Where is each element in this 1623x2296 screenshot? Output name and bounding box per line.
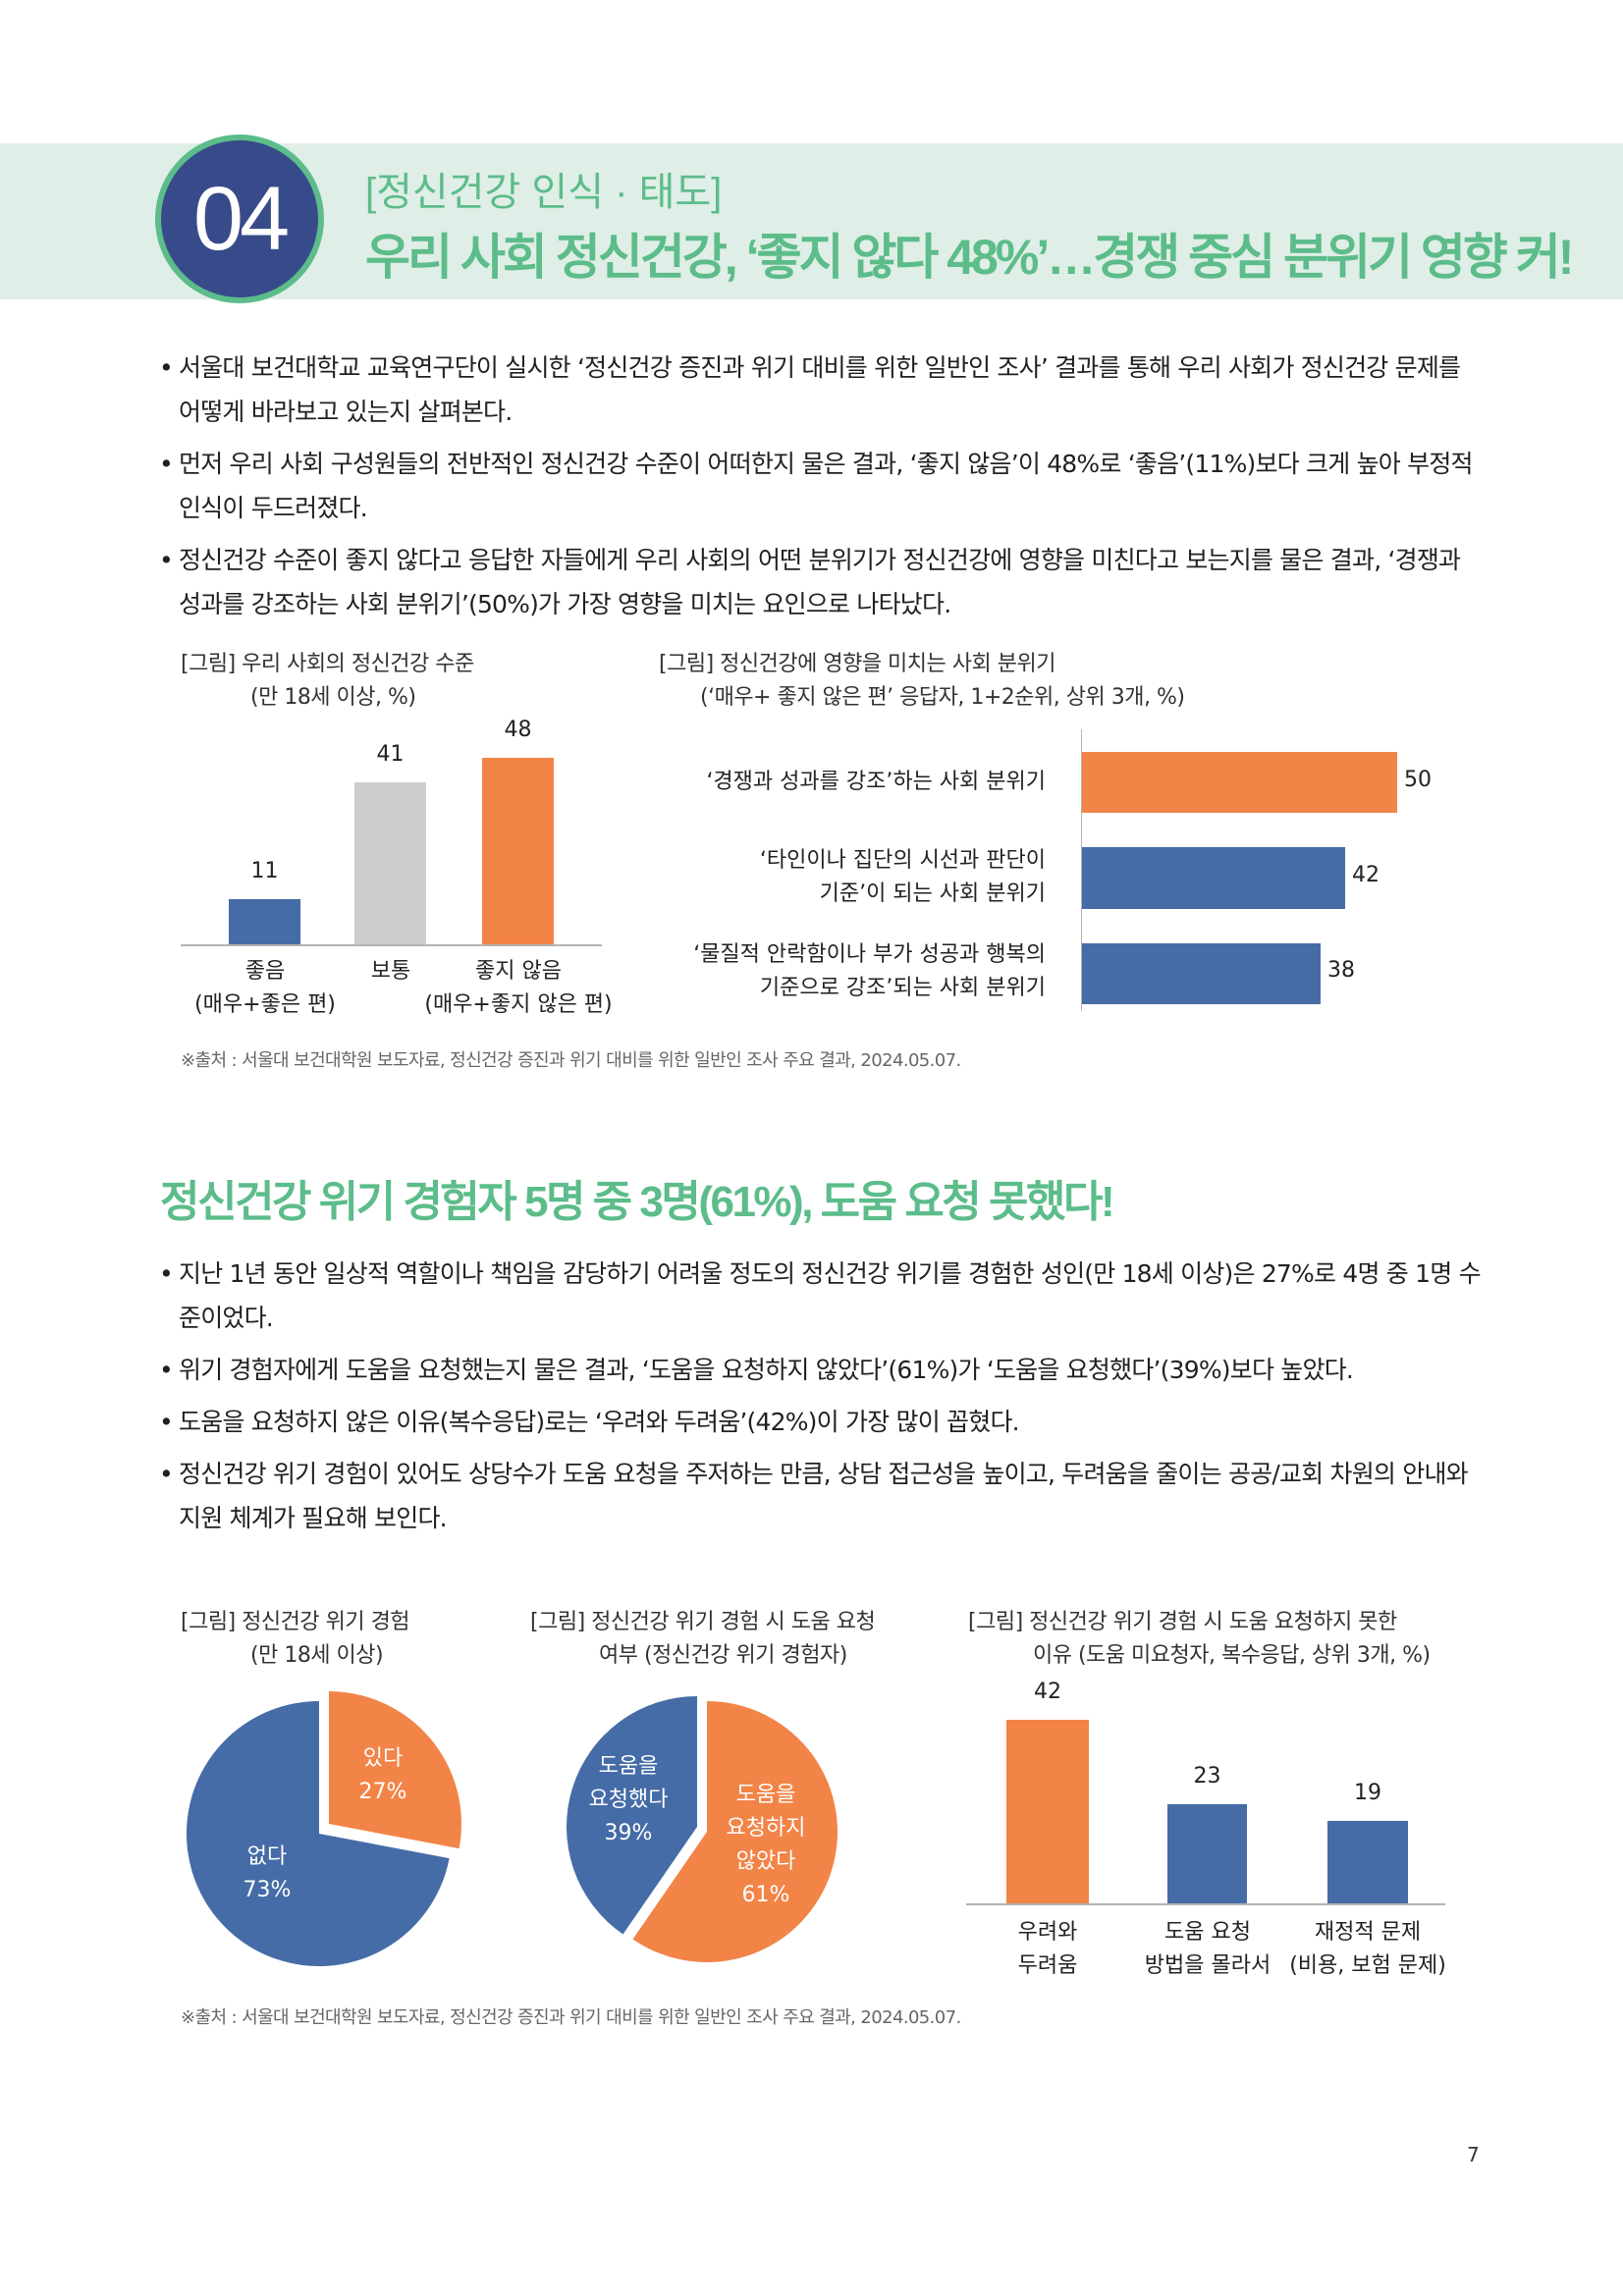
section2-bullets: 지난 1년 동안 일상적 역할이나 책임을 감당하기 어려울 정도의 정신건강 … [159,1252,1482,1548]
bar-value: 23 [1193,1764,1221,1789]
category-label: 좋음 (매우+좋은 편) [194,959,336,1017]
category-label: 좋지 않음 (매우+좋지 않은 편) [424,959,613,1017]
section2-title: 정신건강 위기 경험자 5명 중 3명(61%), 도움 요청 못했다! [160,1178,1115,1226]
bar-fear [1006,1720,1089,1903]
bullet-item: 정신건강 위기 경험이 있어도 상당수가 도움 요청을 주저하는 만큼, 상담 … [159,1452,1481,1540]
section-number-badge: 04 [155,134,324,303]
bar-value: 42 [1352,863,1380,887]
chart3-subtitle: (만 18세 이상) [250,1643,384,1668]
bar-value: 19 [1354,1781,1381,1805]
category-label: 재정적 문제 (비용, 보험 문제) [1289,1920,1446,1978]
source-note: ※출처 : 서울대 보건대학원 보도자료, 정신건강 증진과 위기 대비를 위한… [181,2007,961,2028]
chart2-title: [그림] 정신건강에 영향을 미치는 사회 분위기 [659,652,1055,676]
bar-material-wealth [1082,943,1321,1004]
pie-slice-not-requested [632,1701,838,1962]
bar-value: 41 [376,742,405,767]
chart5-subtitle: 이유 (도움 미요청자, 복수응답, 상위 3개, %) [1033,1643,1431,1668]
y-axis [1081,729,1082,1011]
bullet-item: 위기 경험자에게 도움을 요청했는지 물은 결과, ‘도움을 요청하지 않았다’… [159,1348,1481,1392]
category-label: ‘물질적 안락함이나 부가 성공과 행복의 기준으로 강조’되는 사회 분위기 [693,942,1046,1000]
chart4-title: [그림] 정신건강 위기 경험 시 도움 요청 [530,1610,876,1634]
bullet-item: 지난 1년 동안 일상적 역할이나 책임을 감당하기 어려울 정도의 정신건강 … [159,1252,1482,1340]
pie-label: 있다 27% [358,1746,407,1804]
pie-label: 도움을 요청하지 않았다 61% [726,1783,806,1907]
chart1-subtitle: (만 18세 이상, %) [250,685,416,710]
chart1-title: [그림] 우리 사회의 정신건강 수준 [181,652,474,676]
chart2-subtitle: (‘매우+ 좋지 않은 편’ 응답자, 1+2순위, 상위 3개, %) [700,685,1185,710]
bar-value: 38 [1327,958,1355,983]
bullet-item: 정신건강 수준이 좋지 않다고 응답한 자들에게 우리 사회의 어떤 분위기가 … [159,538,1481,626]
pie-slice-no [186,1701,450,1966]
pie-slice-requested [566,1696,697,1935]
bullet-item: 서울대 보건대학교 교육연구단이 실시한 ‘정신건강 증진과 위기 대비를 위한… [159,346,1481,434]
x-axis [181,944,602,946]
bar-value: 42 [1034,1680,1061,1704]
bar-value: 11 [250,859,279,883]
bar-value: 48 [504,718,532,742]
source-note: ※출처 : 서울대 보건대학원 보도자료, 정신건강 증진과 위기 대비를 위한… [181,1050,961,1071]
bullet-item: 먼저 우리 사회 구성원들의 전반적인 정신건강 수준이 어떠한지 물은 결과,… [159,442,1481,530]
bar-dont-know-how [1167,1804,1247,1903]
section1-bullets: 서울대 보건대학교 교육연구단이 실시한 ‘정신건강 증진과 위기 대비를 위한… [159,346,1481,634]
bar-not-good [482,758,554,944]
category-label: 보통 [370,959,411,984]
bar-others-judgment [1082,847,1345,909]
chart3-title: [그림] 정신건강 위기 경험 [181,1610,410,1634]
pie-chart-help-request [566,1696,838,1962]
page-title: 우리 사회 정신건강, ‘좋지 않다 48%’…경쟁 중심 분위기 영향 커! [365,230,1574,285]
page-number: 7 [1467,2143,1480,2166]
chart4-subtitle: 여부 (정신건강 위기 경험자) [599,1643,847,1668]
chart5-title: [그림] 정신건강 위기 경험 시 도움 요청하지 못한 [968,1610,1397,1634]
bar-average [354,782,426,944]
pie-chart-crisis-experience [186,1691,461,1966]
category-label: ‘경쟁과 성과를 강조’하는 사회 분위기 [706,770,1046,794]
section-category: [정신건강 인식 · 태도] [365,171,723,214]
bar-value: 50 [1404,768,1432,792]
bar-competition [1082,752,1397,813]
category-label: ‘타인이나 집단의 시선과 판단이 기준’이 되는 사회 분위기 [759,848,1046,906]
pie-slice-yes [329,1691,461,1849]
bar-financial [1327,1821,1408,1903]
category-label: 도움 요청 방법을 몰라서 [1144,1920,1271,1978]
bar-good [229,899,300,944]
x-axis [966,1903,1445,1905]
category-label: 우려와 두려움 [1017,1920,1078,1978]
pie-label: 없다 73% [243,1844,292,1902]
pie-label: 도움을 요청했다 39% [588,1754,669,1845]
bullet-item: 도움을 요청하지 않은 이유(복수응답)로는 ‘우려와 두려움’(42%)이 가… [159,1400,1481,1444]
